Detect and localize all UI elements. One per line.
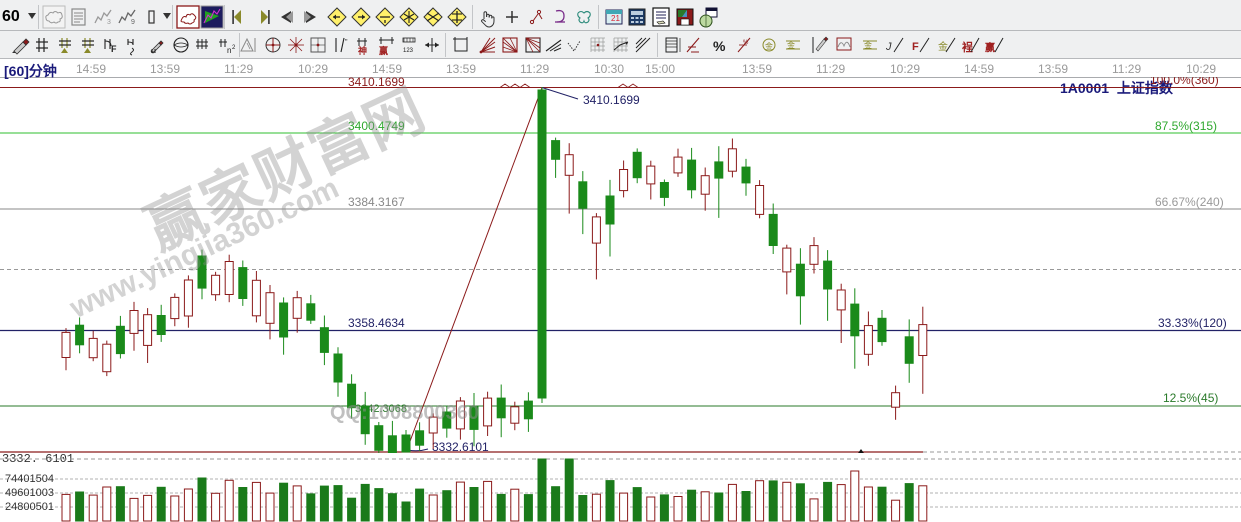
svg-text:9: 9 [131, 19, 135, 26]
svg-text:3410.1699: 3410.1699 [348, 77, 405, 89]
svg-text:金: 金 [765, 41, 773, 51]
svg-text:33.33%(120): 33.33%(120) [1158, 316, 1227, 330]
svg-text:F: F [111, 44, 117, 54]
svg-text:74401504: 74401504 [5, 473, 54, 485]
svg-text:n: n [227, 46, 231, 55]
svg-text:赢: 赢 [985, 41, 995, 54]
svg-text:神: 神 [358, 45, 367, 56]
svg-text:3384.3167: 3384.3167 [348, 195, 405, 209]
svg-text:2: 2 [232, 45, 236, 51]
svg-text:J: J [885, 41, 892, 53]
svg-text:123: 123 [403, 48, 414, 54]
svg-text:金: 金 [787, 40, 795, 50]
svg-text:金: 金 [864, 40, 872, 50]
svg-text:3: 3 [107, 19, 111, 26]
svg-text:%: % [743, 40, 749, 46]
svg-text:赢: 赢 [379, 45, 388, 56]
svg-text:24800501: 24800501 [5, 501, 54, 513]
svg-text:3358.4634: 3358.4634 [348, 316, 405, 330]
svg-text:3400.4749: 3400.4749 [348, 119, 405, 133]
svg-text:100.0%(360): 100.0%(360) [1150, 77, 1219, 87]
svg-text:49601003: 49601003 [5, 487, 54, 499]
svg-text:3410.1699: 3410.1699 [583, 93, 640, 107]
svg-text:87.5%(315): 87.5%(315) [1155, 119, 1217, 133]
svg-text:21: 21 [611, 14, 620, 23]
svg-text:12.5%(45): 12.5%(45) [1163, 391, 1218, 405]
svg-text:66.67%(240): 66.67%(240) [1155, 195, 1224, 209]
svg-text:%: % [713, 38, 726, 54]
svg-text:F: F [912, 41, 919, 53]
svg-text:": " [345, 39, 348, 46]
